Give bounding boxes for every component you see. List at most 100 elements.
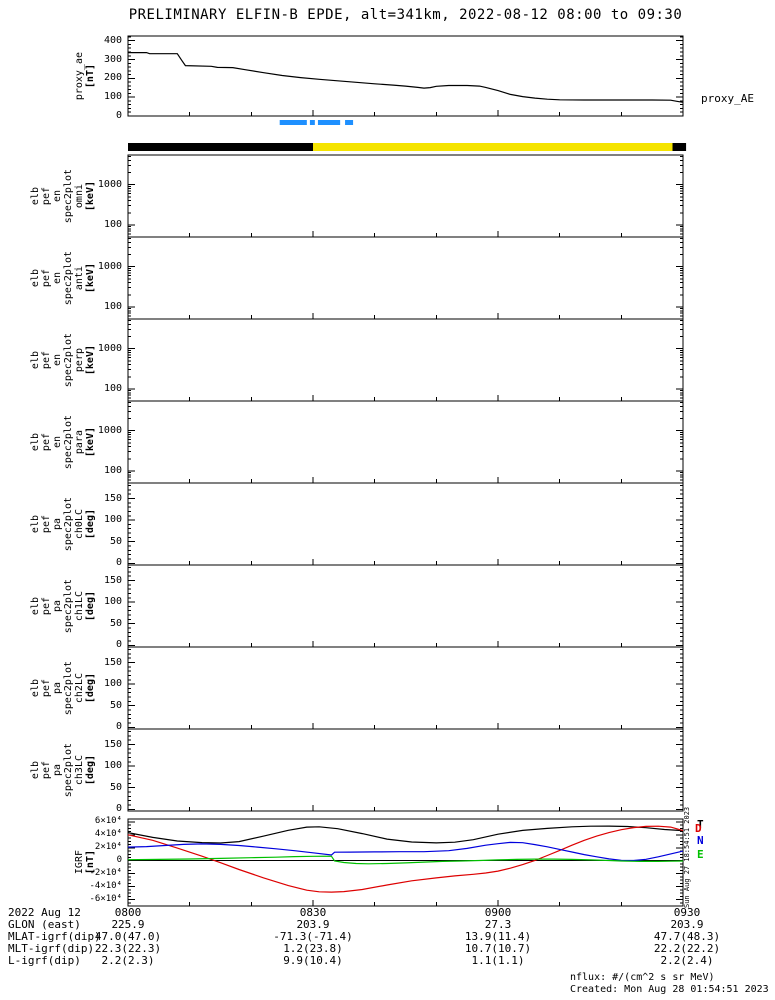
ylabel-word: pa (52, 599, 63, 613)
panel-frame-en_omni (127, 154, 684, 238)
ephemeris-row-label: 2022 Aug 12 (8, 906, 81, 919)
ylabel-unit: [deg] (85, 508, 96, 540)
ytick-label-pa_ch3LC: 50 (109, 781, 122, 793)
ytick-label-pa_ch1LC: 50 (109, 617, 122, 629)
ylabel-unit: [deg] (85, 754, 96, 786)
panel-frame-pa_ch0LC (127, 482, 684, 566)
panel-pa_ch3LC (127, 728, 684, 812)
ylabel-word: spec2plot (63, 414, 74, 470)
panel-ylabel-pa_ch2LC: elb pef pa spec2plot ch2LC [deg] (12, 647, 96, 729)
ytick-label-igrf: 2×10⁴ (94, 841, 122, 852)
ylabel-word: pef (41, 350, 52, 370)
series-proxy_ae-proxy_AE (128, 51, 684, 103)
ephemeris-value: 27.3 (484, 918, 512, 931)
ytick-label-proxy_ae: 300 (103, 53, 122, 65)
ephemeris-value: 47.7(48.3) (653, 930, 721, 943)
ylabel-word: elb (30, 268, 41, 288)
ylabel-word: elb (30, 514, 41, 534)
panel-frame-igrf (127, 818, 684, 907)
panel-en_anti (127, 236, 684, 320)
ephemeris-value: 22.2(22.2) (653, 942, 721, 955)
ylabel-word: ch0LC (74, 508, 85, 540)
ylabel-word: pa (52, 763, 63, 777)
panel-ylabel-en_anti: elb pef en spec2plot anti [keV] (12, 237, 96, 319)
panel-frame-en_perp (127, 318, 684, 402)
panel-pa_ch0LC (127, 482, 684, 566)
ephemeris-value: 1.2(23.8) (283, 942, 343, 955)
ephemeris-value: 22.3(22.3) (94, 942, 162, 955)
ylabel-word: spec2plot (63, 496, 74, 552)
time-tick-label: 0800 (114, 906, 142, 919)
ytick-label-en_omni: 1000 (97, 178, 122, 190)
ytick-label-proxy_ae: 400 (103, 34, 122, 46)
ephemeris-value: 225.9 (111, 918, 145, 931)
ylabel-word: ch1LC (74, 590, 85, 622)
ylabel-word: ch2LC (74, 672, 85, 704)
ylabel-word: en (52, 435, 63, 449)
eclipse-bar-segment (128, 143, 313, 151)
ylabel-word: pef (41, 514, 52, 534)
panel-frame-en_anti (127, 236, 684, 320)
panel-proxy_ae (127, 35, 684, 117)
panel-ylabel-pa_ch1LC: elb pef pa spec2plot ch1LC [deg] (12, 565, 96, 647)
ylabel-word: pef (41, 596, 52, 616)
ylabel-word: pa (52, 517, 63, 531)
ylabel-word: elb (30, 432, 41, 452)
ylabel-word: IGRF (74, 850, 85, 875)
series-igrf-T (127, 825, 684, 844)
ylabel-word: elb (30, 678, 41, 698)
panel-en_perp (127, 318, 684, 402)
ytick-label-pa_ch0LC: 0 (115, 557, 122, 569)
ephemeris-value: 9.9(10.4) (283, 954, 343, 967)
series-igrf-E (127, 855, 684, 865)
status-dash (309, 120, 315, 125)
ytick-label-en_perp: 1000 (97, 342, 122, 354)
ytick-label-pa_ch3LC: 150 (103, 738, 122, 750)
ytick-label-igrf: 0 (116, 854, 122, 865)
ytick-label-en_perp: 100 (103, 382, 122, 394)
ytick-label-proxy_ae: 200 (103, 72, 122, 84)
ylabel-unit: [keV] (85, 180, 96, 212)
ylabel-word: elb (30, 186, 41, 206)
panel-igrf (127, 818, 684, 907)
ytick-label-en_anti: 100 (103, 300, 122, 312)
ylabel-word: anti (74, 265, 85, 291)
ytick-label-igrf: -4×10⁴ (89, 880, 122, 891)
ephemeris-row-label: GLON (east) (8, 918, 81, 931)
legend-N: N (697, 834, 704, 847)
ylabel-word: pef (41, 186, 52, 206)
status-dash (317, 120, 341, 125)
panel-pa_ch1LC (127, 564, 684, 648)
ylabel-unit: [nT] (85, 850, 96, 875)
panel-ylabel-pa_ch3LC: elb pef pa spec2plot ch3LC [deg] (12, 729, 96, 811)
ephemeris-value: 1.1(1.1) (471, 954, 525, 967)
ylabel-word: proxy_ae (74, 51, 85, 101)
ephemeris-value: 13.9(11.4) (464, 930, 532, 943)
ephemeris-value: 203.9 (296, 918, 330, 931)
time-tick-label: 0930 (673, 906, 701, 919)
ephemeris-value: 2.2(2.4) (660, 954, 714, 967)
panel-en_omni (127, 154, 684, 238)
ylabel-unit: [deg] (85, 590, 96, 622)
eclipse-bar-segment (313, 143, 673, 151)
ytick-label-pa_ch1LC: 150 (103, 574, 122, 586)
ylabel-word: elb (30, 596, 41, 616)
ytick-label-pa_ch1LC: 100 (103, 596, 122, 608)
ylabel-word: pa (52, 681, 63, 695)
ephemeris-value: 10.7(10.7) (464, 942, 532, 955)
panel-ylabel-proxy_ae: proxy_ae [nT] (12, 36, 96, 116)
ylabel-word: spec2plot (63, 250, 74, 306)
ylabel-word: pef (41, 760, 52, 780)
ytick-label-pa_ch2LC: 0 (115, 721, 122, 733)
status-dash (279, 120, 307, 125)
ephemeris-value: 2.2(2.3) (101, 954, 155, 967)
side-created-timestamp: Sun Aug 27 18:54:51 2023 (683, 806, 691, 908)
page-title: PRELIMINARY ELFIN-B EPDE, alt=341km, 202… (128, 7, 683, 23)
time-tick-label: 0830 (299, 906, 327, 919)
panel-frame-pa_ch1LC (127, 564, 684, 648)
ytick-label-pa_ch0LC: 50 (109, 535, 122, 547)
ytick-label-en_para: 1000 (97, 424, 122, 436)
ephemeris-value: 203.9 (670, 918, 704, 931)
panel-ylabel-en_perp: elb pef en spec2plot perp [keV] (12, 319, 96, 401)
